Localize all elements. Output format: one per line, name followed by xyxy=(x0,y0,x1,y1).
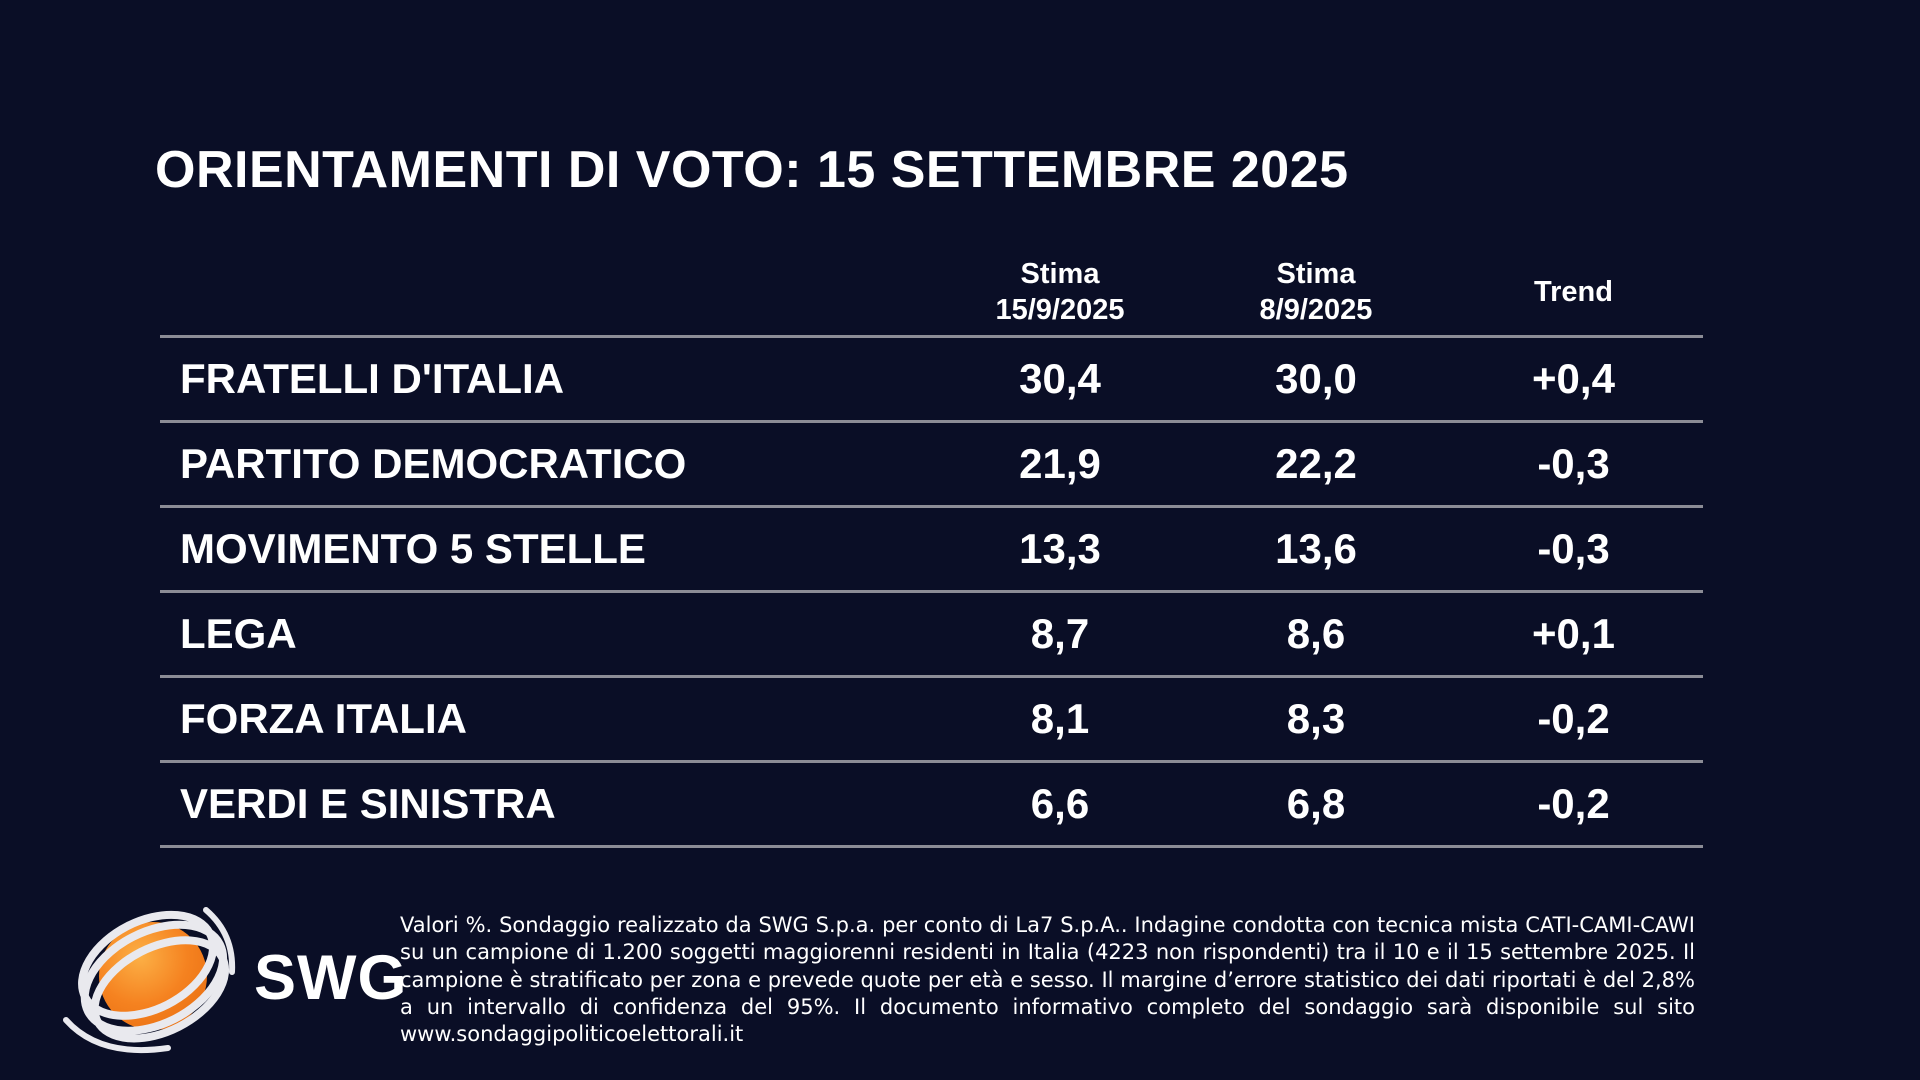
trend-value: +0,1 xyxy=(1532,610,1615,657)
value-previous: 22,2 xyxy=(1275,440,1357,487)
value-current: 6,6 xyxy=(1030,780,1090,827)
poll-table: Stima 15/9/2025 Stima 8/9/2025 Trend FRA… xyxy=(160,250,1703,848)
value-previous: 8,3 xyxy=(1286,695,1346,742)
swg-logo-text: SWG xyxy=(254,942,408,1013)
value-previous: 13,6 xyxy=(1275,525,1357,572)
value-current: 13,3 xyxy=(1019,525,1101,572)
party-name: FRATELLI D'ITALIA xyxy=(180,355,565,402)
table-row: FRATELLI D'ITALIA 30,4 30,0 +0,4 xyxy=(160,338,1703,423)
trend-value: +0,4 xyxy=(1532,355,1615,402)
party-name: PARTITO DEMOCRATICO xyxy=(180,440,687,487)
trend-value: -0,2 xyxy=(1537,695,1610,742)
disclaimer-text: Valori %. Sondaggio realizzato da SWG S.… xyxy=(400,913,1695,1047)
value-current: 8,7 xyxy=(1030,610,1090,657)
value-current: 30,4 xyxy=(1019,355,1101,402)
table-row: MOVIMENTO 5 STELLE 13,3 13,6 -0,3 xyxy=(160,508,1703,593)
value-previous: 30,0 xyxy=(1275,355,1357,402)
party-name: FORZA ITALIA xyxy=(180,695,467,742)
column-header-stima-previous: Stima 8/9/2025 xyxy=(1259,258,1373,326)
table-row: LEGA 8,7 8,6 +0,1 xyxy=(160,593,1703,678)
column-header-stima-current: Stima 15/9/2025 xyxy=(995,258,1125,326)
page-title: ORIENTAMENTI DI VOTO: 15 SETTEMBRE 2025 xyxy=(155,141,1349,199)
value-previous: 6,8 xyxy=(1286,780,1346,827)
column-header-trend: Trend xyxy=(1534,275,1613,308)
trend-value: -0,3 xyxy=(1537,525,1610,572)
value-previous: 8,6 xyxy=(1286,610,1346,657)
party-name: LEGA xyxy=(180,610,297,657)
table-row: PARTITO DEMOCRATICO 21,9 22,2 -0,3 xyxy=(160,423,1703,508)
trend-value: -0,3 xyxy=(1537,440,1610,487)
swg-logo: SWG xyxy=(58,895,407,1060)
table-row: VERDI E SINISTRA 6,6 6,8 -0,2 xyxy=(160,763,1703,848)
party-name: MOVIMENTO 5 STELLE xyxy=(180,525,646,572)
trend-value: -0,2 xyxy=(1537,780,1610,827)
party-name: VERDI E SINISTRA xyxy=(180,780,556,827)
value-current: 21,9 xyxy=(1019,440,1101,487)
table-row: FORZA ITALIA 8,1 8,3 -0,2 xyxy=(160,678,1703,763)
value-current: 8,1 xyxy=(1030,695,1090,742)
table-header-row: Stima 15/9/2025 Stima 8/9/2025 Trend xyxy=(160,250,1703,338)
swg-globe-icon xyxy=(63,906,236,1053)
